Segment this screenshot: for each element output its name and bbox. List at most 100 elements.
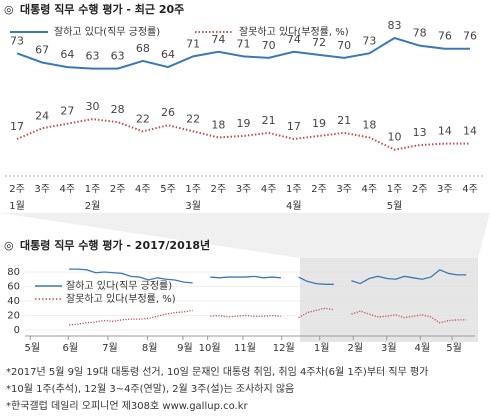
x-tick-label: 4월 [415, 342, 431, 354]
x-tick-label: 5주 [160, 184, 176, 195]
x-tick-label: 2주 [9, 184, 25, 195]
line [351, 310, 467, 324]
data-label: 22 [186, 112, 200, 125]
line [210, 275, 281, 279]
data-label: 17 [287, 120, 301, 133]
note: *한국갤럽 데일리 오피니언 제308호 www.gallup.co.kr [6, 400, 249, 412]
chart-title: 대통령 직무 수행 평가 - 최근 20주 [20, 2, 184, 16]
data-label: 74 [287, 33, 301, 46]
x-tick-label: 10월 [199, 342, 221, 354]
data-label: 73 [362, 34, 376, 47]
data-label: 63 [111, 50, 125, 63]
zoom-connector [0, 213, 490, 258]
x-month-label: 2월 [85, 200, 101, 212]
x-tick-label: 4주 [60, 184, 76, 195]
data-label: 71 [186, 37, 200, 50]
x-month-label: 1월 [9, 200, 25, 212]
x-tick-label: 8월 [142, 342, 158, 354]
x-tick-label: 4주 [362, 184, 378, 195]
x-tick-label: 4주 [462, 184, 478, 195]
data-label: 19 [312, 117, 326, 130]
x-tick-label: 2월 [347, 342, 363, 354]
data-label: 74 [211, 33, 225, 46]
note: *10월 1주(추석), 12월 3~4주(연말), 2월 3주(설)는 조사하… [6, 382, 294, 395]
data-label: 14 [438, 125, 452, 138]
x-tick-label: 11월 [234, 342, 256, 354]
x-tick-label: 1월 [314, 342, 330, 354]
recent-highlight [300, 258, 478, 342]
data-label: 71 [237, 37, 251, 50]
data-label: 64 [60, 48, 74, 61]
x-tick-label: 2주 [211, 184, 227, 195]
line [69, 309, 193, 326]
data-label: 70 [262, 39, 276, 52]
x-tick-label: 1주 [85, 184, 101, 195]
x-tick-label: 3월 [381, 342, 397, 354]
x-month-label: 4월 [286, 200, 302, 212]
legend-label: 잘못하고 있다(부정률, %) [66, 292, 176, 305]
data-label: 17 [10, 120, 24, 133]
y-tick-label: 80 [7, 267, 20, 278]
data-label: 19 [237, 117, 251, 130]
data-label: 63 [86, 50, 100, 63]
y-tick-label: 20 [7, 311, 20, 322]
data-label: 68 [136, 42, 150, 55]
data-label: 28 [111, 103, 125, 116]
x-tick-label: 6월 [62, 342, 78, 354]
legend-label: 잘하고 있다(직무 긍정률) [66, 279, 172, 292]
data-label: 27 [60, 105, 74, 118]
data-label: 76 [463, 30, 477, 43]
line [351, 269, 467, 285]
data-label: 22 [136, 112, 150, 125]
data-label: 21 [262, 114, 276, 127]
x-tick-label: 2주 [412, 184, 428, 195]
data-label: 21 [337, 114, 351, 127]
x-month-label: 5월 [387, 200, 403, 212]
data-label: 72 [312, 36, 326, 49]
x-tick-label: 1주 [185, 184, 201, 195]
x-tick-label: 12월 [273, 342, 295, 354]
x-tick-label: 4주 [261, 184, 277, 195]
title-icon: ◎ [4, 3, 14, 16]
x-tick-label: 3주 [336, 184, 352, 195]
data-label: 26 [161, 106, 175, 119]
data-label: 64 [161, 48, 175, 61]
x-tick-label: 3주 [437, 184, 453, 195]
data-label: 14 [463, 125, 477, 138]
y-tick-label: 60 [7, 282, 20, 293]
data-label: 76 [438, 30, 452, 43]
x-tick-label: 9월 [177, 342, 193, 354]
legend-label: 잘못하고 있다(부정률, %) [239, 25, 349, 38]
line [210, 314, 281, 318]
data-label: 13 [413, 126, 427, 139]
legend-label: 잘하고 있다(직무 긍정률) [54, 25, 160, 38]
data-label: 78 [413, 27, 427, 40]
data-label: 83 [388, 19, 402, 32]
data-label: 18 [362, 118, 376, 131]
x-tick-label: 1주 [286, 184, 302, 195]
note: *2017년 5월 9일 19대 대통령 선거, 10일 문재인 대통령 취임,… [6, 365, 428, 378]
x-tick-label: 3주 [34, 184, 50, 195]
line [69, 268, 193, 284]
data-label: 73 [10, 34, 24, 47]
title-icon: ◎ [4, 239, 14, 252]
x-tick-label: 3주 [236, 184, 252, 195]
x-tick-label: 1주 [387, 184, 403, 195]
line [16, 36, 470, 70]
x-tick-label: 5월 [446, 342, 462, 354]
line [298, 276, 334, 285]
x-tick-label: 2주 [311, 184, 327, 195]
data-label: 10 [388, 131, 402, 144]
data-label: 18 [211, 118, 225, 131]
y-tick-label: 0 [14, 325, 20, 336]
line [16, 118, 470, 151]
line [298, 307, 334, 319]
data-label: 70 [337, 39, 351, 52]
data-label: 30 [86, 100, 100, 113]
data-label: 67 [35, 43, 49, 56]
y-tick-label: 40 [7, 296, 20, 307]
x-tick-label: 2주 [110, 184, 126, 195]
data-label: 24 [35, 109, 49, 122]
x-tick-label: 5월 [25, 342, 41, 354]
